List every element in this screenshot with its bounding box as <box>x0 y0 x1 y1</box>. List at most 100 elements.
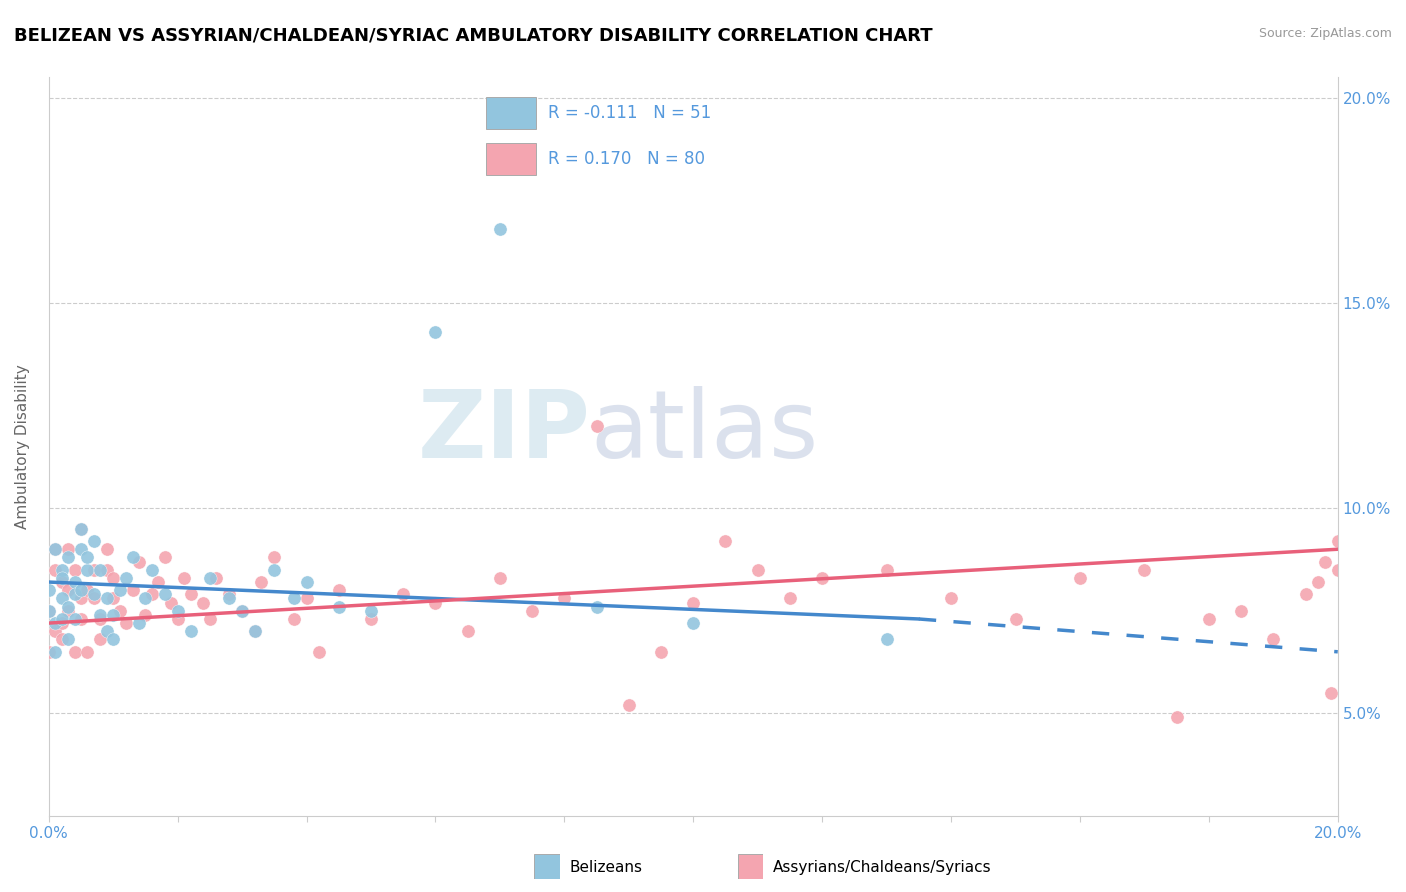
Point <box>392 587 415 601</box>
Point <box>44 645 66 659</box>
Point <box>70 522 93 536</box>
Point <box>811 571 834 585</box>
Point <box>83 563 105 577</box>
Point <box>243 624 266 639</box>
Point <box>425 596 447 610</box>
Point <box>283 591 305 606</box>
Point <box>70 612 93 626</box>
Point <box>38 604 60 618</box>
Text: ZIP: ZIP <box>418 386 591 478</box>
Point <box>83 587 105 601</box>
Point <box>939 591 962 606</box>
Point <box>360 604 382 618</box>
Point <box>103 591 125 606</box>
Point <box>38 583 60 598</box>
Point <box>148 575 170 590</box>
Point <box>1230 604 1253 618</box>
Point <box>489 222 512 236</box>
Point <box>308 645 330 659</box>
Point <box>56 604 79 618</box>
Point <box>876 563 898 577</box>
Point <box>198 612 221 626</box>
Point <box>180 624 202 639</box>
Point <box>166 604 188 618</box>
Point <box>56 583 79 598</box>
Point <box>682 596 704 610</box>
Point <box>70 542 93 557</box>
Y-axis label: Ambulatory Disability: Ambulatory Disability <box>15 364 30 529</box>
Point <box>553 591 575 606</box>
Point <box>153 550 176 565</box>
Point <box>153 587 176 601</box>
Point <box>89 563 111 577</box>
Point <box>96 542 118 557</box>
Point <box>44 616 66 631</box>
Text: BELIZEAN VS ASSYRIAN/CHALDEAN/SYRIAC AMBULATORY DISABILITY CORRELATION CHART: BELIZEAN VS ASSYRIAN/CHALDEAN/SYRIAC AMB… <box>14 27 932 45</box>
Text: Source: ZipAtlas.com: Source: ZipAtlas.com <box>1258 27 1392 40</box>
Point <box>231 604 253 618</box>
Point <box>218 591 240 606</box>
Point <box>1069 571 1091 585</box>
Point <box>44 542 66 557</box>
Point <box>70 591 93 606</box>
Point <box>103 607 125 622</box>
Point <box>218 587 240 601</box>
Point <box>76 583 98 598</box>
Point <box>1263 632 1285 647</box>
Point <box>283 612 305 626</box>
Point <box>193 596 215 610</box>
Point <box>44 542 66 557</box>
Point <box>1133 563 1156 577</box>
Point <box>1308 575 1330 590</box>
Point <box>63 645 86 659</box>
Point <box>243 624 266 639</box>
Point <box>134 591 156 606</box>
Point <box>96 624 118 639</box>
Text: Assyrians/Chaldeans/Syriacs: Assyrians/Chaldeans/Syriacs <box>773 860 991 874</box>
Point <box>1320 686 1343 700</box>
Point <box>250 575 273 590</box>
Point <box>489 571 512 585</box>
Point <box>103 632 125 647</box>
Text: Belizeans: Belizeans <box>569 860 643 874</box>
Point <box>1313 555 1336 569</box>
Point <box>51 632 73 647</box>
Point <box>1198 612 1220 626</box>
Point <box>115 616 138 631</box>
Point <box>56 599 79 614</box>
Point <box>263 550 285 565</box>
Text: atlas: atlas <box>591 386 818 478</box>
Point <box>63 587 86 601</box>
Point <box>96 563 118 577</box>
Point <box>779 591 801 606</box>
Point <box>38 604 60 618</box>
Point <box>96 591 118 606</box>
Point <box>56 550 79 565</box>
Point <box>44 624 66 639</box>
Point <box>141 587 163 601</box>
Point <box>682 616 704 631</box>
Point <box>70 583 93 598</box>
Point <box>231 604 253 618</box>
Point <box>166 612 188 626</box>
Point <box>89 607 111 622</box>
Point <box>141 563 163 577</box>
Point <box>876 632 898 647</box>
Point <box>520 604 543 618</box>
Point <box>180 587 202 601</box>
Point <box>51 612 73 626</box>
Point <box>108 583 131 598</box>
Point <box>63 575 86 590</box>
Point <box>173 571 195 585</box>
Point <box>108 604 131 618</box>
Point <box>83 591 105 606</box>
Point <box>295 575 318 590</box>
Point <box>103 571 125 585</box>
Point <box>328 583 350 598</box>
Point <box>585 599 607 614</box>
Point <box>1004 612 1026 626</box>
Point <box>63 563 86 577</box>
Point <box>89 612 111 626</box>
Point <box>56 542 79 557</box>
Point <box>1326 534 1348 549</box>
